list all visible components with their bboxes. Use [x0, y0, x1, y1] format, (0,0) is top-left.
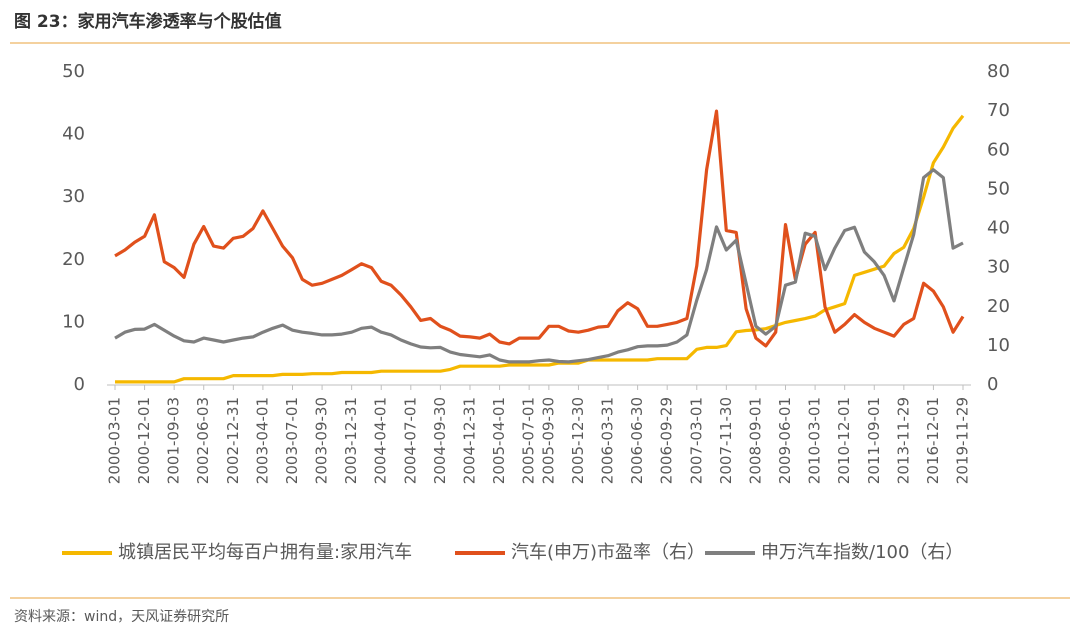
x-tick-label: 2011-09-01: [865, 397, 883, 484]
x-tick-label: 2003-07-01: [283, 397, 301, 484]
series-line: [114, 109, 965, 348]
y2-tick-label: 30: [987, 257, 1010, 278]
x-tick-label: 2005-04-01: [490, 397, 508, 484]
y2-tick-label: 70: [987, 100, 1010, 121]
x-tick-label: 2004-07-01: [401, 397, 419, 484]
y2-tick-label: 0: [987, 374, 998, 395]
x-tick-label: 2005-09-30: [539, 397, 557, 484]
y2-tick-label: 60: [987, 139, 1010, 160]
x-tick-label: 2008-09-01: [746, 397, 764, 484]
x-tick-label: 2016-12-01: [924, 397, 942, 484]
x-tick-label: 2003-09-30: [313, 397, 331, 484]
x-tick-label: 2004-09-30: [431, 397, 449, 484]
y-tick-label: 30: [62, 186, 85, 207]
y2-tick-label: 50: [987, 178, 1010, 199]
x-tick-label: 2010-12-01: [835, 397, 853, 484]
y-tick-label: 20: [62, 249, 85, 270]
x-tick-label: 2005-07-01: [520, 397, 538, 484]
y-tick-label: 40: [62, 124, 85, 145]
x-tick-label: 2004-04-01: [372, 397, 390, 484]
x-tick-label: 2001-09-03: [165, 397, 183, 484]
legend-label: 汽车(申万)市盈率（右）: [511, 542, 705, 563]
x-tick-label: 2000-03-01: [106, 397, 124, 484]
y2-tick-label: 80: [987, 61, 1010, 82]
x-tick-label: 2000-12-01: [135, 397, 153, 484]
x-tick-label: 2013-11-29: [894, 397, 912, 484]
series-line: [114, 168, 964, 364]
source-note: 资料来源：wind，天风证券研究所: [14, 609, 229, 625]
y2-tick-label: 40: [987, 218, 1010, 239]
x-tick-label: 2004-12-31: [460, 397, 478, 484]
x-tick-label: 2007-11-30: [717, 397, 735, 484]
x-tick-label: 2003-12-31: [342, 397, 360, 484]
y-tick-label: 10: [62, 311, 85, 332]
x-tick-label: 2009-06-01: [776, 397, 794, 484]
y2-tick-label: 20: [987, 296, 1010, 317]
legend-label: 城镇居民平均每百户拥有量:家用汽车: [118, 542, 412, 563]
series-line: [115, 114, 965, 384]
y-tick-label: 0: [74, 374, 85, 395]
x-tick-label: 2003-04-01: [253, 397, 271, 484]
legend-label: 申万汽车指数/100（右）: [761, 542, 963, 563]
y-tick-label: 50: [62, 61, 85, 82]
y2-tick-label: 10: [987, 335, 1010, 356]
x-tick-label: 2002-06-03: [194, 397, 212, 484]
x-tick-label: 2010-03-01: [806, 397, 824, 484]
chart-title: 图 23：家用汽车渗透率与个股估值: [14, 11, 282, 32]
x-tick-label: 2006-09-29: [658, 397, 676, 484]
x-tick-label: 2005-12-30: [569, 397, 587, 484]
x-tick-label: 2002-12-31: [224, 397, 242, 484]
x-tick-label: 2006-06-30: [628, 397, 646, 484]
x-tick-label: 2007-03-01: [687, 397, 705, 484]
x-tick-label: 2019-11-29: [954, 397, 972, 484]
x-tick-label: 2006-03-31: [599, 397, 617, 484]
